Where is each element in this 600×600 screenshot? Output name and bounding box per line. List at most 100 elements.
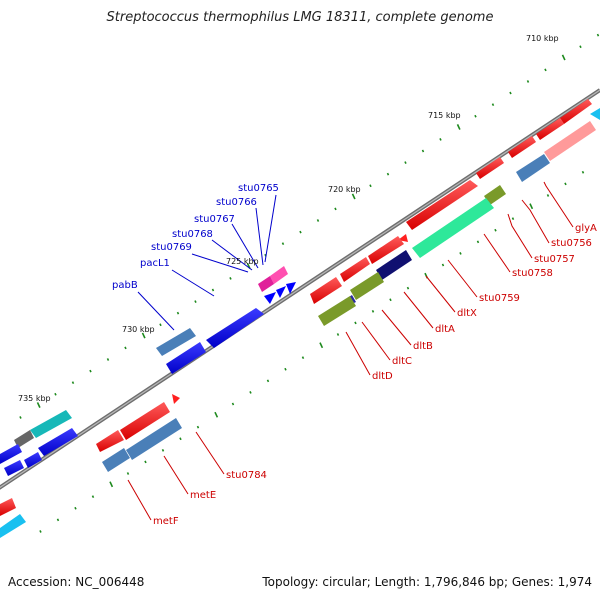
label-leader-lines — [127, 181, 574, 521]
minor-tick — [299, 230, 302, 234]
gene-label-stu0756: stu0756 — [551, 238, 592, 249]
gene-label-stu0769: stu0769 — [151, 242, 192, 253]
minor-tick — [91, 495, 95, 499]
leader-line — [255, 207, 264, 266]
major-tick — [561, 54, 566, 61]
gene-feature-red-2 — [508, 136, 536, 158]
leader-line — [231, 223, 259, 269]
minor-tick — [354, 321, 357, 325]
scale-label-715: 715 kbp — [428, 111, 461, 120]
minor-tick — [546, 194, 550, 197]
major-tick — [319, 342, 324, 349]
minor-tick — [301, 356, 305, 360]
gene-label-pacL1: pacL1 — [140, 258, 170, 269]
minor-tick — [196, 425, 200, 429]
gene-feature-gray — [14, 430, 34, 448]
minor-tick — [491, 103, 495, 107]
map-title: Streptococcus thermophilus LMG 18311, co… — [106, 10, 494, 25]
gene-feature-red-3 — [476, 157, 504, 179]
gene-label-stu0784: stu0784 — [226, 470, 267, 481]
minor-tick — [284, 367, 287, 371]
genome-backbone — [0, 88, 600, 490]
minor-tick — [144, 460, 147, 464]
leader-line — [264, 194, 277, 263]
gene-feature-blue-left-4 — [4, 460, 24, 476]
accession-text: Accession: NC_006448 — [8, 575, 145, 589]
gene-feature-stu0756 — [544, 121, 596, 161]
minor-tick — [334, 207, 337, 211]
minor-tick — [266, 379, 270, 383]
major-tick — [456, 124, 461, 130]
gene-label-dltD: dltD — [372, 371, 393, 382]
gene-label-dltA: dltA — [435, 324, 455, 335]
minor-tick — [459, 252, 462, 255]
leader-line — [361, 321, 391, 361]
minor-tick — [194, 300, 197, 303]
inner-strand-features — [0, 108, 600, 538]
leader-line — [521, 199, 550, 244]
gene-feature-stu0758 — [484, 185, 506, 205]
minor-tick — [54, 392, 57, 396]
gene-feature-red-7 — [340, 257, 370, 282]
leader-line — [447, 259, 478, 298]
gene-feature-stu0766 — [258, 276, 274, 292]
gene-label-stu0766: stu0766 — [216, 197, 257, 208]
minor-tick — [511, 217, 515, 221]
major-tick — [351, 193, 356, 200]
scale-label-720: 720 kbp — [328, 185, 361, 194]
gene-label-stu0768: stu0768 — [172, 229, 213, 240]
gene-label-pabB: pabB — [112, 280, 138, 291]
leader-line — [381, 309, 412, 346]
gene-label-metF: metF — [153, 516, 179, 527]
minor-tick — [406, 286, 410, 290]
gene-label-stu0758: stu0758 — [512, 268, 553, 279]
gene-feature-dltA — [350, 272, 384, 300]
minor-tick — [389, 298, 392, 302]
major-tick — [109, 481, 114, 488]
gene-feature-stu0769 — [156, 328, 196, 356]
gene-feature-cyan-left — [0, 514, 26, 538]
leader-line — [543, 181, 574, 228]
gene-feature-blue-left-3 — [24, 452, 42, 468]
gene-feature-blue-arrows — [264, 292, 276, 304]
minor-tick — [579, 45, 582, 49]
minor-tick — [124, 346, 127, 350]
leader-line — [403, 291, 434, 329]
minor-tick — [231, 402, 235, 406]
minor-tick — [56, 518, 60, 522]
leader-line — [483, 233, 511, 273]
minor-tick — [19, 416, 22, 419]
gene-feature-cyan-edge — [590, 108, 600, 120]
minor-tick — [476, 240, 480, 244]
leader-line — [191, 253, 249, 273]
gene-label-stu0757: stu0757 — [534, 254, 575, 265]
leader-line — [507, 213, 533, 259]
gene-label-metE: metE — [190, 490, 216, 501]
gene-feature-teal — [30, 410, 72, 438]
outer-strand-features — [0, 99, 592, 476]
major-tick — [214, 411, 219, 418]
gene-feature-stu0765 — [270, 266, 288, 284]
leader-line — [163, 455, 189, 495]
scale-ticks — [19, 33, 600, 533]
leader-line — [195, 431, 225, 475]
minor-tick — [179, 437, 182, 441]
gene-label-dltX: dltX — [457, 308, 477, 319]
minor-tick — [281, 242, 285, 246]
scale-label-725: 725 kbp — [226, 257, 259, 266]
minor-tick — [371, 309, 375, 313]
gene-feature-red-edge — [0, 498, 16, 516]
minor-tick — [596, 33, 600, 37]
gene-feature-dltX — [376, 250, 412, 280]
gene-feature-pabB — [166, 342, 206, 374]
gene-feature-blue-left-1 — [38, 428, 78, 456]
gene-feature-stu0757 — [516, 154, 550, 182]
major-tick — [141, 332, 146, 339]
minor-tick — [386, 172, 390, 176]
scale-label-710: 710 kbp — [526, 34, 559, 43]
gene-label-stu0767: stu0767 — [194, 214, 235, 225]
minor-tick — [106, 358, 110, 361]
gene-label-stu0759: stu0759 — [479, 293, 520, 304]
gene-label-glyA: glyA — [575, 223, 597, 234]
